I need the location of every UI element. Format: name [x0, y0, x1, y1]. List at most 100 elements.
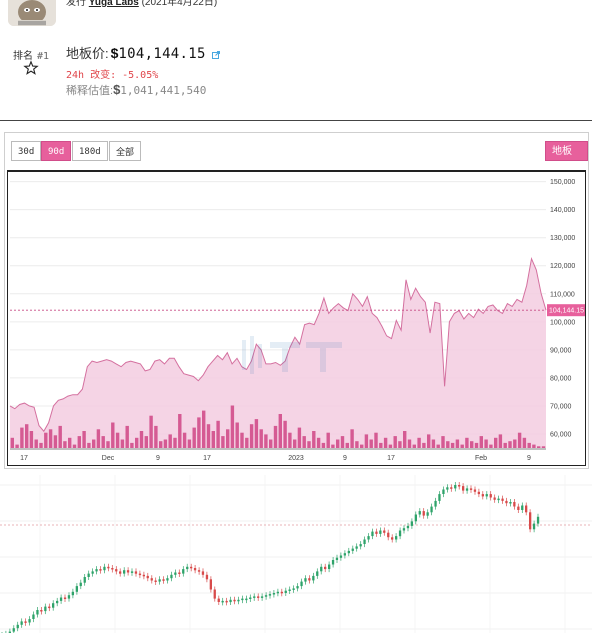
- volume-bar: [350, 429, 354, 448]
- candle-body: [201, 571, 205, 575]
- candle-body: [186, 566, 189, 570]
- floor-price-plot: 150,000 140,000 130,000 120,000 110,000 100,0…: [7, 170, 586, 466]
- volume-bar: [29, 431, 34, 448]
- candle-body: [134, 571, 138, 574]
- candle-body: [205, 574, 209, 580]
- volume-bar: [63, 441, 67, 448]
- volume-bar: [72, 444, 77, 448]
- price-change-24h: 24h 改变: -5.05%: [66, 66, 158, 81]
- candle-body: [150, 578, 153, 581]
- candle-body: [225, 600, 228, 603]
- volume-bar: [441, 436, 445, 448]
- candle-body: [260, 596, 264, 598]
- issuer-prefix: 发行: [66, 0, 86, 8]
- favorite-star-icon[interactable]: [23, 60, 39, 76]
- candle-body: [99, 569, 102, 571]
- candle-body: [241, 598, 244, 601]
- candle-body: [422, 511, 425, 516]
- candle-body: [237, 599, 240, 602]
- rank: 排名 #1: [13, 47, 49, 62]
- candle-body: [485, 494, 488, 497]
- volume-bar: [537, 446, 541, 448]
- candle-body: [71, 591, 74, 596]
- candle-body: [371, 531, 374, 537]
- volume-bar: [336, 439, 340, 448]
- candle-body: [28, 619, 31, 623]
- range-90d-button[interactable]: 90d: [41, 141, 72, 161]
- candle-body: [363, 539, 366, 544]
- volume-bar: [345, 442, 349, 448]
- candle-body: [103, 566, 106, 571]
- volume-bar: [312, 431, 316, 448]
- y-tick-label: 130,000: [550, 235, 575, 242]
- candle-body: [379, 530, 382, 534]
- issuer-link[interactable]: Yuga Labs: [88, 0, 139, 8]
- volume-bar: [273, 425, 278, 448]
- candle-body: [264, 595, 268, 597]
- candle-body: [67, 595, 71, 599]
- candle-body: [316, 571, 319, 576]
- x-tick-label: 2023: [288, 455, 304, 462]
- candle-body: [75, 586, 78, 592]
- volume-bar: [206, 424, 211, 448]
- volume-bar: [163, 439, 168, 448]
- candle-body: [59, 597, 63, 601]
- volume-bar: [173, 437, 177, 448]
- volume-bar: [25, 424, 29, 448]
- range-180d-button[interactable]: 180d: [72, 141, 108, 161]
- candle-body: [268, 594, 272, 596]
- rank-label: 排名: [13, 51, 33, 62]
- volume-bar: [508, 441, 512, 448]
- candle-body: [339, 555, 343, 558]
- price-area: [10, 258, 546, 448]
- x-tick-label: 9: [156, 455, 160, 462]
- issuer-line: 发行 Yuga Labs (2021年4月22日): [66, 0, 217, 8]
- candle-body: [434, 500, 437, 507]
- volume-bar: [101, 436, 105, 448]
- floor-price-chart-svg: 150,000 140,000 130,000 120,000 110,000 100,0…: [9, 179, 585, 462]
- volume-bar: [34, 439, 38, 448]
- y-tick-label: 110,000: [550, 291, 575, 298]
- candle-body: [229, 599, 232, 603]
- diluted-valuation: 稀释估值:$1,041,441,540: [66, 82, 206, 98]
- candle-body: [351, 548, 354, 551]
- volume-bar: [470, 441, 474, 448]
- volume-bar: [407, 439, 412, 448]
- candle-body: [395, 536, 398, 540]
- candle-body: [170, 574, 173, 579]
- volume-bar: [221, 436, 225, 448]
- volume-bar: [187, 439, 192, 448]
- candle-body: [52, 603, 55, 608]
- volume-bar: [436, 444, 440, 448]
- candle-body: [111, 568, 114, 570]
- candle-body: [335, 557, 339, 560]
- candle-body: [312, 575, 315, 581]
- volume-bar: [498, 434, 503, 448]
- floor-price-label: 地板价:: [66, 46, 109, 61]
- range-all-button[interactable]: 全部: [109, 141, 142, 161]
- candle-body: [276, 591, 279, 594]
- external-link-icon[interactable]: [212, 47, 221, 62]
- candle-body: [347, 550, 350, 554]
- volume-bar: [379, 442, 383, 448]
- candle-body: [158, 579, 161, 582]
- candle-body: [391, 537, 394, 540]
- metric-floor-price-button[interactable]: 地板价: [545, 141, 588, 177]
- range-30d-button[interactable]: 30d: [11, 141, 42, 161]
- candle-body: [465, 488, 469, 491]
- volume-bar: [369, 439, 373, 448]
- candle-body: [462, 486, 465, 491]
- candle-body: [44, 606, 47, 612]
- volume-bar: [39, 442, 43, 448]
- current-value-badge: [547, 304, 585, 317]
- candle-body: [509, 502, 512, 504]
- volume-bar: [374, 432, 378, 448]
- volume-bar: [288, 432, 292, 448]
- candle-body: [367, 536, 370, 540]
- volume-bar: [87, 442, 91, 448]
- candle-body: [190, 566, 193, 569]
- diluted-valuation-value: 1,041,441,540: [120, 84, 207, 97]
- volume-bar: [182, 432, 187, 448]
- volume-bar: [77, 436, 81, 448]
- candlestick-chart-svg: [0, 475, 592, 633]
